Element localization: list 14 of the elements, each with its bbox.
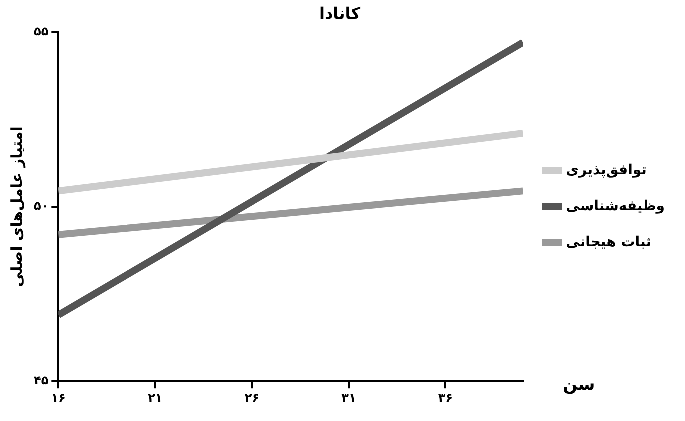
y-tick-label: ۴۵ [34, 374, 49, 388]
x-tick-label: ۲۱ [148, 390, 163, 405]
y-tick-label: ۵۵ [34, 24, 49, 38]
y-tick-label: ۵۰ [34, 199, 49, 214]
x-tick-label: ۱۶ [51, 390, 66, 405]
x-axis-title: سن [563, 375, 596, 396]
chart-title: کانادا [319, 4, 362, 23]
y-axis-title: امتیاز عامل‌های اصلی [8, 126, 26, 288]
x-tick-label: ۳۱ [342, 390, 356, 405]
x-tick-label: ۲۶ [244, 390, 260, 405]
legend-label: ثبات هیجانی [566, 234, 652, 251]
x-tick-label: ۳۶ [438, 390, 454, 405]
legend-label: توافق‌پذیری [566, 162, 647, 179]
legend-label: وظیفه‌شناسی [566, 198, 666, 215]
